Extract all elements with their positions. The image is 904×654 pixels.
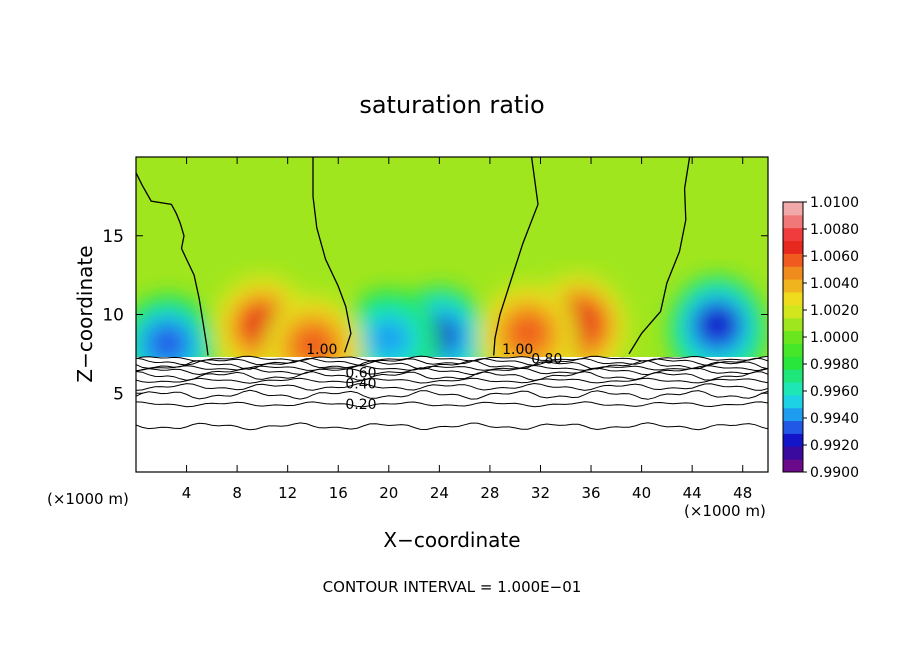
colorbar-band (783, 459, 803, 473)
contour-line (136, 401, 768, 408)
field-low (699, 307, 736, 340)
contour-label: 1.00 (306, 342, 337, 358)
colorbar-band (783, 214, 803, 229)
contour-line (136, 357, 768, 366)
x-axis-label: X−coordinate (383, 528, 520, 552)
contour-label: 0.20 (345, 397, 376, 413)
colorbar: 1.0100 1.0080 1.0060 1.0040 1.0020 1.0000 0.99… (782, 195, 859, 481)
chart-title: saturation ratio (359, 91, 544, 119)
colorbar-band (783, 394, 803, 409)
y-tick-label: 15 (102, 227, 124, 247)
saturation-field (136, 157, 768, 472)
colorbar-band (783, 433, 803, 447)
contour-label: 0.80 (531, 351, 562, 367)
contour-line (136, 355, 768, 362)
colorbar-band (783, 266, 803, 280)
colorbar-label: 1.0100 (810, 195, 859, 211)
x-tick-label: 28 (480, 484, 499, 502)
colorbar-label: 1.0080 (810, 222, 859, 238)
colorbar-label: 1.0000 (810, 330, 859, 346)
colorbar-label: 0.9980 (810, 357, 859, 373)
contour-line (136, 422, 768, 431)
subcloud-region (136, 357, 768, 472)
x-tick-label: 40 (632, 484, 651, 502)
contour-line-1-00 (628, 157, 691, 355)
colorbar-band (783, 202, 803, 216)
colorbar-band (783, 253, 803, 267)
field-high (509, 315, 546, 348)
contour-line (136, 367, 768, 376)
y-axis-label: Z−coordinate (73, 245, 97, 382)
contour-line (136, 389, 768, 400)
y-axis: 5 10 15 (102, 227, 768, 404)
x-unit-left: (×1000 m) (47, 490, 129, 508)
field-high (294, 328, 331, 361)
colorbar-band (783, 382, 803, 396)
colorbar-label: 1.0040 (810, 276, 859, 292)
contour-line-1-00 (136, 172, 209, 356)
colorbar-band (783, 407, 803, 422)
contour-line (136, 359, 768, 370)
colorbar-band (783, 292, 803, 306)
contour-label: 0.40 (345, 377, 376, 393)
x-tick-label: 24 (430, 484, 449, 502)
colorbar-band (783, 330, 803, 344)
colorbar-band (783, 317, 803, 332)
x-tick-label: 12 (278, 484, 297, 502)
x-tick-label: 44 (683, 484, 702, 502)
colorbar-label: 0.9940 (810, 411, 859, 427)
colorbar-label: 1.0060 (810, 249, 859, 265)
x-unit-right: (×1000 m) (684, 502, 766, 520)
x-axis: 4 8 12 16 20 24 28 32 36 40 44 48 (182, 157, 752, 502)
colorbar-band (783, 446, 803, 460)
contour-label: 0.60 (345, 366, 376, 382)
contour-line (136, 371, 768, 381)
x-tick-label: 36 (581, 484, 600, 502)
colorbar-label: 0.9960 (810, 384, 859, 400)
x-tick-label: 8 (232, 484, 242, 502)
colorbar-band (783, 227, 803, 242)
colorbar-label: 0.9900 (810, 465, 859, 481)
x-tick-label: 48 (733, 484, 752, 502)
colorbar-band (783, 420, 803, 434)
colorbar-band (783, 356, 803, 370)
field-low (370, 322, 407, 355)
contour-line-1-00 (493, 157, 539, 356)
y-tick-label: 5 (113, 384, 124, 404)
contour-interval-footer: CONTOUR INTERVAL = 1.000E−01 (323, 578, 582, 596)
field-low (149, 326, 186, 359)
x-tick-label: 16 (329, 484, 348, 502)
colorbar-band (783, 279, 803, 293)
x-tick-label: 20 (379, 484, 398, 502)
colorbar-label: 1.0020 (810, 303, 859, 319)
colorbar-band (783, 304, 803, 319)
contour-line-1-00 (312, 157, 352, 353)
colorbar-band (783, 240, 803, 254)
plot-area: 1.00 1.000.800.600.400.20 (135, 156, 769, 473)
x-tick-label: 4 (182, 484, 192, 502)
contour-line (136, 382, 768, 391)
colorbar-band (783, 343, 803, 357)
contour-line (136, 377, 768, 384)
contour-label: 1.00 (502, 342, 533, 358)
x-tick-label: 32 (531, 484, 550, 502)
contour-lines: 1.00 1.000.800.600.400.20 (136, 157, 768, 431)
y-tick-label: 10 (102, 306, 124, 326)
colorbar-band (783, 369, 803, 383)
colorbar-label: 0.9920 (810, 438, 859, 454)
